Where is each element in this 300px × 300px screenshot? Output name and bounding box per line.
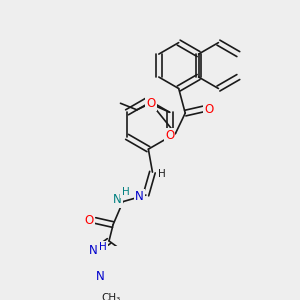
Text: O: O	[85, 214, 94, 227]
Text: H: H	[122, 187, 129, 197]
Text: N: N	[113, 194, 122, 206]
Text: N: N	[135, 190, 144, 203]
Text: O: O	[204, 103, 214, 116]
Text: H: H	[158, 169, 166, 179]
Text: N: N	[89, 244, 98, 257]
Text: CH₃: CH₃	[102, 293, 121, 300]
Text: O: O	[165, 129, 174, 142]
Text: H: H	[100, 242, 107, 252]
Text: O: O	[146, 97, 155, 110]
Text: N: N	[96, 269, 104, 283]
